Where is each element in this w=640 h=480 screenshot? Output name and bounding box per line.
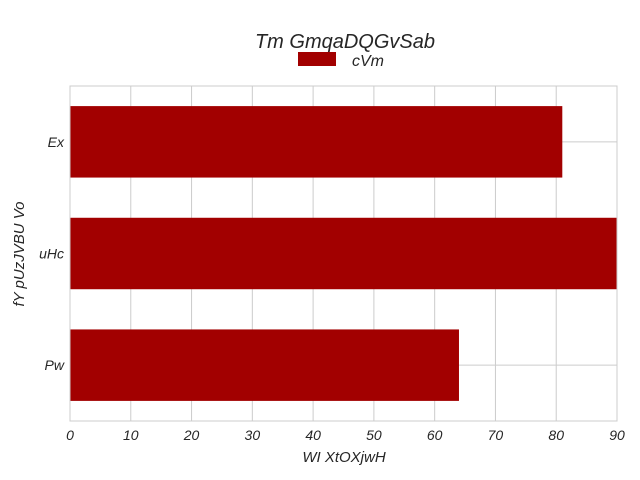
y-tick-label: Ex <box>48 134 65 150</box>
y-tick-label: Pw <box>45 357 65 373</box>
plot-frame <box>69 85 618 422</box>
x-tick-label: 80 <box>548 427 564 443</box>
x-tick-label: 50 <box>366 427 382 443</box>
x-tick-label: 0 <box>66 427 74 443</box>
legend-label: cVm <box>352 53 384 70</box>
bar-pw <box>70 329 459 401</box>
bar-ex <box>70 106 563 178</box>
x-tick-label: 30 <box>245 427 261 443</box>
x-axis-label: WI XtOXjwH <box>302 449 386 466</box>
x-tick-label: 40 <box>305 427 321 443</box>
x-tick-label: 20 <box>183 427 200 443</box>
plot-area: 0 10 20 30 40 50 60 70 80 90 Ex uHc Pw <box>39 85 625 443</box>
y-axis-label: fY pUzJVBU Vo <box>11 201 28 306</box>
x-tick-label: 10 <box>123 427 139 443</box>
x-tick-label: 70 <box>488 427 504 443</box>
chart-title: Tm GmqaDQGvSab <box>255 31 435 53</box>
legend-swatch <box>298 52 336 66</box>
x-tick-label: 90 <box>609 427 625 443</box>
y-tick-label: uHc <box>39 246 64 262</box>
x-tick-label: 60 <box>427 427 443 443</box>
bar-uhc <box>70 217 617 290</box>
legend: cVm <box>298 52 384 70</box>
